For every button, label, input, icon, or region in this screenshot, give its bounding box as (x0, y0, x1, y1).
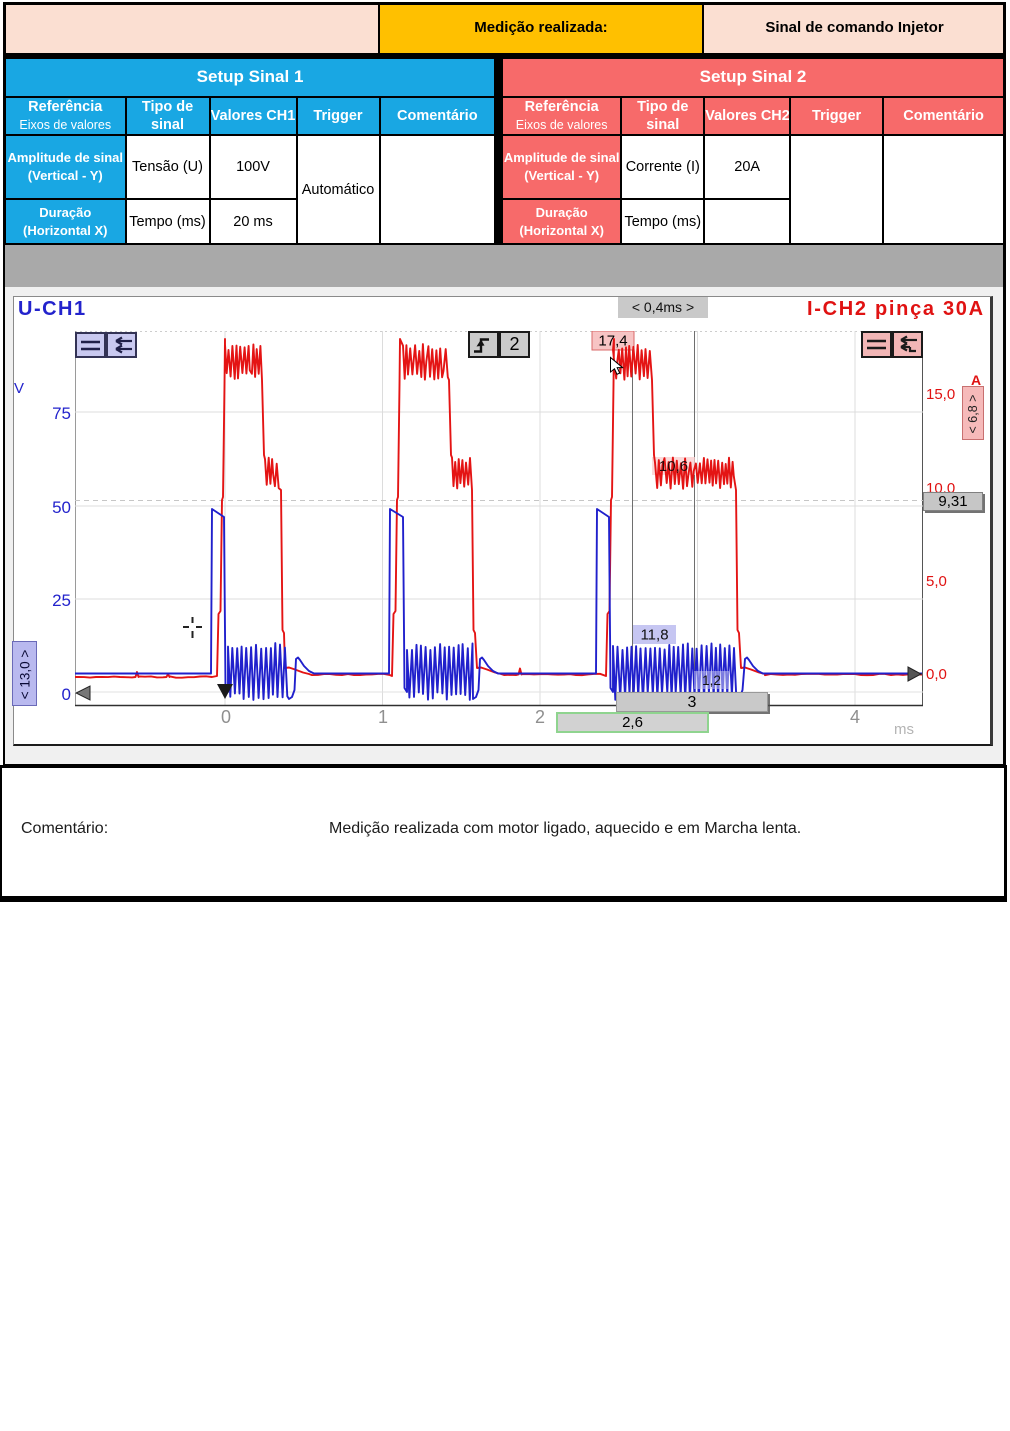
svg-text:1,2: 1,2 (702, 673, 721, 688)
svg-text:11,8: 11,8 (640, 627, 668, 644)
svg-text:10,6: 10,6 (659, 458, 688, 475)
